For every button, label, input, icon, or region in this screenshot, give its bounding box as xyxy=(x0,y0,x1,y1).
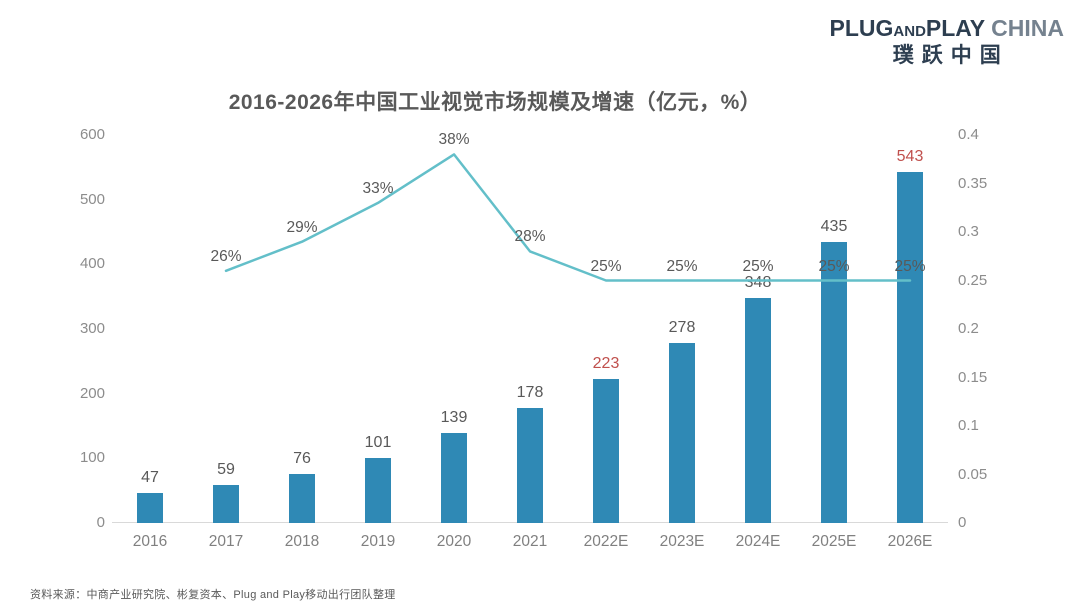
y-axis-left-tick: 600 xyxy=(79,126,105,143)
source-note: 资料来源：中商产业研究院、彬复资本、Plug and Play移动出行团队整理 xyxy=(30,589,396,601)
x-axis-category-label: 2026E xyxy=(887,533,933,550)
y-axis-right-tick: 0.2 xyxy=(958,320,979,337)
chart-title: 2016-2026年中国工业视觉市场规模及增速（亿元，%） xyxy=(228,91,762,114)
x-axis-category-label: 2017 xyxy=(208,533,244,550)
growth-rate-label: 25% xyxy=(666,257,698,275)
y-axis-left-tick: 400 xyxy=(79,255,105,273)
growth-rate-label: 25% xyxy=(742,257,774,275)
growth-rate-label: 33% xyxy=(362,179,394,197)
market-size-bar xyxy=(137,492,163,523)
y-axis-left-tick: 100 xyxy=(79,449,105,467)
growth-rate-label: 38% xyxy=(438,131,470,149)
bar-value-label: 59 xyxy=(217,460,235,478)
y-axis-left-tick: 300 xyxy=(79,320,105,337)
bar-value-label: 223 xyxy=(592,354,620,372)
bar-value-label: 543 xyxy=(896,147,924,165)
y-axis-right-tick: 0.05 xyxy=(958,465,988,483)
bar-value-label: 139 xyxy=(440,409,468,427)
market-size-bar xyxy=(213,484,239,523)
x-axis-category-label: 2020 xyxy=(436,533,472,550)
x-axis-category-label: 2023E xyxy=(659,533,705,550)
market-size-bar xyxy=(821,241,847,523)
bar-value-label: 278 xyxy=(668,319,696,337)
y-axis-right-tick: 0.4 xyxy=(958,126,979,143)
x-axis-category-label: 2022E xyxy=(583,533,629,550)
bar-value-label: 47 xyxy=(141,468,159,486)
bar-value-label: 178 xyxy=(516,383,544,401)
plug-and-play-china-logo: PLUGANDPLAY CHINA 璞跃中国 xyxy=(829,15,1064,68)
x-axis-category-label: 2024E xyxy=(735,533,781,550)
logo-latin-text: PLUGANDPLAY CHINA xyxy=(829,15,1064,41)
logo-play: PLAY xyxy=(925,15,986,41)
x-axis-category-label: 2019 xyxy=(360,533,396,550)
y-axis-right-tick: 0.35 xyxy=(958,174,988,192)
y-axis-right-tick: 0.3 xyxy=(958,223,979,240)
market-size-bar xyxy=(441,433,467,523)
growth-rate-label: 28% xyxy=(514,228,546,246)
bar-value-label: 101 xyxy=(364,433,392,451)
x-axis-category-label: 2018 xyxy=(284,533,320,550)
y-axis-right-tick: 0.15 xyxy=(958,368,988,386)
market-size-bar xyxy=(897,171,923,523)
growth-rate-label: 29% xyxy=(286,218,318,236)
y-axis-right-tick: 0.25 xyxy=(958,271,988,289)
growth-rate-label: 25% xyxy=(894,257,926,275)
bar-value-label: 76 xyxy=(293,449,311,467)
bar-value-label: 435 xyxy=(820,217,848,235)
logo-chinese-text: 璞跃中国 xyxy=(892,44,1009,68)
bar-value-label: 348 xyxy=(744,273,772,291)
market-size-bar xyxy=(289,473,315,523)
logo-and: AND xyxy=(893,23,926,40)
y-axis-left-tick: 0 xyxy=(96,514,105,531)
growth-rate-label: 25% xyxy=(590,257,622,275)
x-axis-category-label: 2025E xyxy=(811,533,857,550)
growth-rate-label: 25% xyxy=(818,257,850,275)
y-axis-right-tick: 0.1 xyxy=(958,417,979,434)
market-size-bar xyxy=(365,457,391,523)
growth-rate-label: 26% xyxy=(210,247,242,265)
logo-china: CHINA xyxy=(991,15,1064,41)
market-size-bar xyxy=(593,378,619,523)
market-size-bar xyxy=(745,297,771,523)
x-axis-category-label: 2016 xyxy=(132,533,168,550)
logo-plug: PLUG xyxy=(829,15,894,41)
market-size-bar xyxy=(517,407,543,523)
y-axis-left-tick: 500 xyxy=(79,190,105,208)
market-size-bar xyxy=(669,343,695,523)
x-axis-category-label: 2021 xyxy=(512,533,548,550)
y-axis-right-tick: 0 xyxy=(958,514,967,531)
y-axis-left-tick: 200 xyxy=(79,384,105,402)
